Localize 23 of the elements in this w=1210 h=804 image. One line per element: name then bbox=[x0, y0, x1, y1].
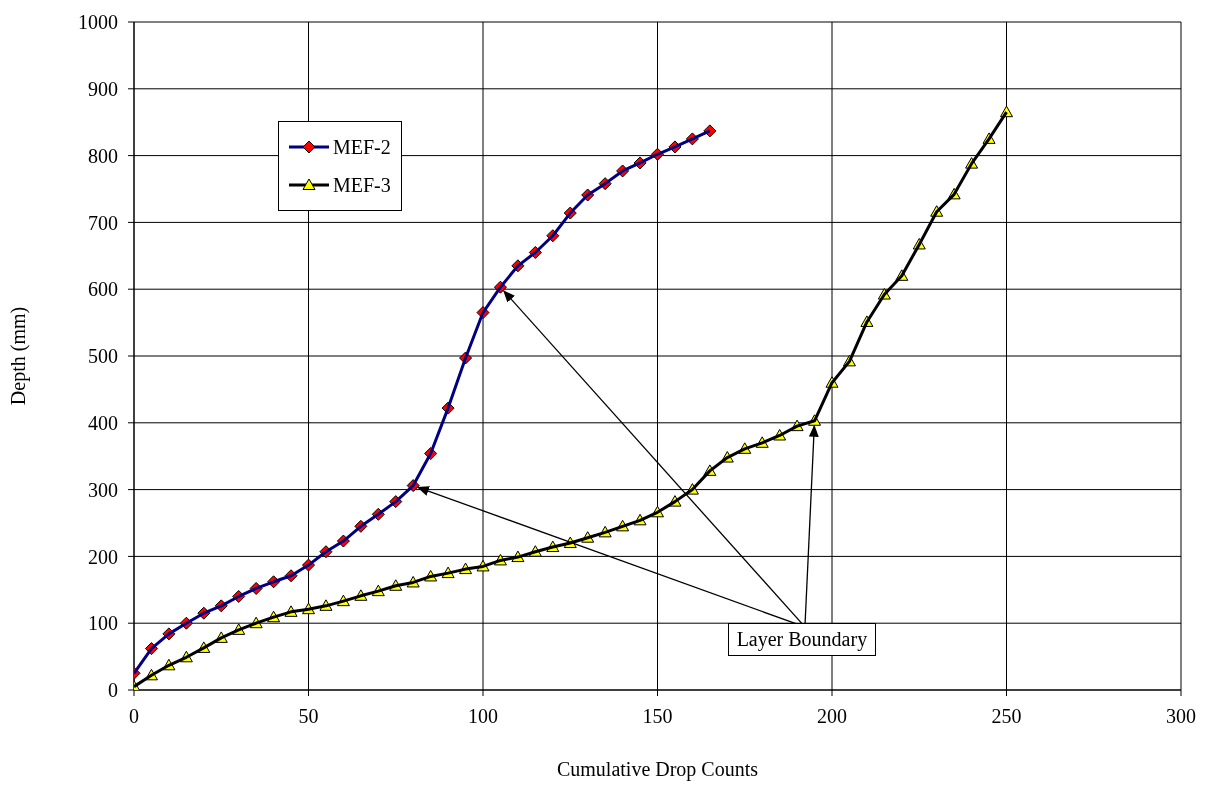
y-tick-label: 0 bbox=[108, 679, 118, 702]
y-tick-label: 900 bbox=[88, 77, 118, 100]
x-tick-label: 150 bbox=[642, 705, 673, 728]
x-tick-label: 0 bbox=[129, 705, 139, 728]
y-tick-label: 1000 bbox=[78, 11, 118, 34]
y-tick-label: 600 bbox=[88, 278, 118, 301]
x-tick-label: 250 bbox=[991, 705, 1022, 728]
x-axis-title: Cumulative Drop Counts bbox=[556, 758, 759, 781]
y-tick-label: 200 bbox=[88, 545, 118, 568]
y-tick-label: 100 bbox=[88, 612, 118, 635]
y-tick-label: 400 bbox=[88, 411, 118, 434]
y-tick-label: 700 bbox=[88, 211, 118, 234]
x-tick-label: 300 bbox=[1166, 705, 1196, 728]
y-axis-title: Depth (mm) bbox=[7, 306, 31, 406]
x-tick-label: 50 bbox=[298, 705, 319, 728]
x-tick-label: 100 bbox=[468, 705, 498, 728]
y-tick-label: 300 bbox=[88, 478, 118, 501]
legend-label: MEF-3 bbox=[333, 173, 391, 197]
y-tick-label: 500 bbox=[88, 345, 118, 368]
annotation: Layer Boundary bbox=[727, 623, 877, 657]
y-tick-label: 800 bbox=[88, 144, 118, 167]
x-tick-label: 200 bbox=[817, 705, 847, 728]
legend-label: MEF-2 bbox=[333, 135, 391, 159]
